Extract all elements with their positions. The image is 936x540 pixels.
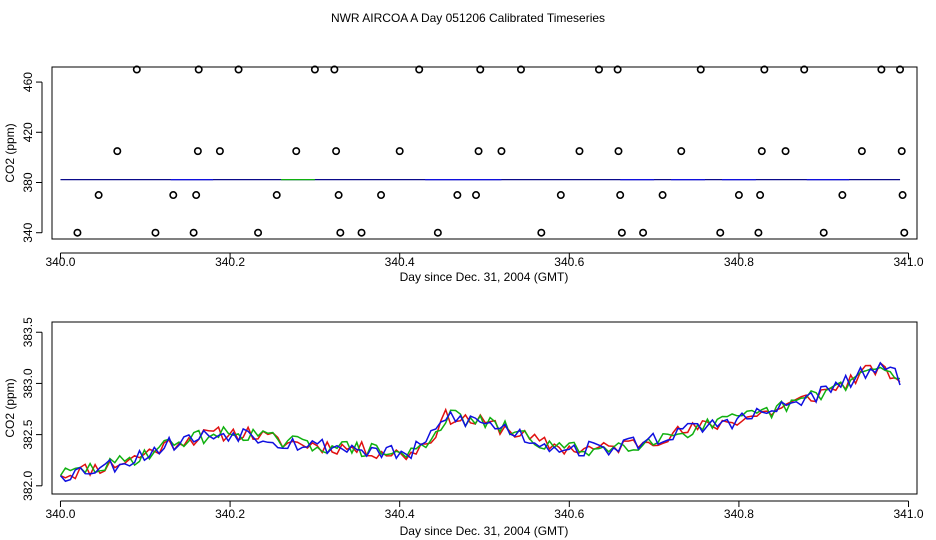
scatter-point xyxy=(614,147,623,156)
scatter-point xyxy=(132,65,141,74)
scatter-y-axis-label: CO2 (ppm) xyxy=(3,123,17,182)
scatter-x-tick-label: 340.2 xyxy=(215,255,245,269)
scatter-point xyxy=(897,147,906,156)
scatter-point xyxy=(900,228,909,237)
scatter-point xyxy=(474,147,483,156)
line-y-tick-label: 383.0 xyxy=(21,368,35,398)
scatter-point xyxy=(151,228,160,237)
line-x-axis-label: Day since Dec. 31, 2004 (GMT) xyxy=(400,524,569,538)
scatter-point xyxy=(395,147,404,156)
scatter-point xyxy=(734,191,743,200)
scatter-panel: 340.0 340.2 340.4 340.6 340.8 341.0 340 380 420… xyxy=(3,65,924,284)
scatter-point xyxy=(556,191,565,200)
scatter-point xyxy=(453,191,462,200)
scatter-x-tick-label: 340.8 xyxy=(724,255,754,269)
scatter-point xyxy=(754,228,763,237)
scatter-point xyxy=(639,228,648,237)
scatter-point xyxy=(332,147,341,156)
scatter-point xyxy=(292,147,301,156)
scatter-point xyxy=(516,65,525,74)
scatter-point xyxy=(377,191,386,200)
scatter-point xyxy=(334,191,343,200)
scatter-point xyxy=(254,228,263,237)
scatter-point xyxy=(472,191,481,200)
scatter-x-tick-label: 341.0 xyxy=(894,255,924,269)
line-plot-frame xyxy=(51,321,918,495)
line-x-tick-label: 340.8 xyxy=(724,507,754,521)
scatter-point xyxy=(330,65,339,74)
scatter-point xyxy=(73,228,82,237)
chart-title: NWR AIRCOA A Day 051206 Calibrated Times… xyxy=(331,11,605,25)
scatter-point xyxy=(696,65,705,74)
line-x-tick-label: 340.0 xyxy=(45,507,75,521)
scatter-point xyxy=(537,228,546,237)
scatter-x-tick-label: 340.4 xyxy=(385,255,415,269)
scatter-point xyxy=(193,147,202,156)
scatter-point xyxy=(497,147,506,156)
scatter-point xyxy=(194,65,203,74)
scatter-y-tick-label: 460 xyxy=(21,72,35,92)
scatter-point xyxy=(898,191,907,200)
scatter-point xyxy=(234,65,243,74)
scatter-point xyxy=(192,191,201,200)
scatter-point xyxy=(613,65,622,74)
scatter-point xyxy=(433,228,442,237)
scatter-point xyxy=(476,65,485,74)
scatter-point xyxy=(617,228,626,237)
scatter-point xyxy=(113,147,122,156)
scatter-point xyxy=(215,147,224,156)
scatter-y-tick-label: 340 xyxy=(21,222,35,242)
scatter-point xyxy=(877,65,886,74)
scatter-point xyxy=(819,228,828,237)
scatter-point xyxy=(760,65,769,74)
scatter-y-tick-label: 420 xyxy=(21,122,35,142)
line-y-axis-label: CO2 (ppm) xyxy=(3,378,17,437)
scatter-point xyxy=(189,228,198,237)
scatter-point xyxy=(716,228,725,237)
line-x-tick-label: 340.2 xyxy=(215,507,245,521)
scatter-point xyxy=(575,147,584,156)
line-y-tick-label: 382.5 xyxy=(21,419,35,449)
scatter-point xyxy=(781,147,790,156)
line-y-tick-label: 382.0 xyxy=(21,470,35,500)
scatter-point xyxy=(357,228,366,237)
scatter-point xyxy=(616,191,625,200)
scatter-point xyxy=(677,147,686,156)
scatter-y-tick-label: 380 xyxy=(21,172,35,192)
scatter-point xyxy=(800,65,809,74)
line-panel: 340.0 340.2 340.4 340.6 340.8 341.0 382.0 382.… xyxy=(3,317,924,538)
scatter-point xyxy=(857,147,866,156)
line-x-tick-label: 340.4 xyxy=(385,507,415,521)
scatter-x-tick-label: 340.0 xyxy=(45,255,75,269)
scatter-point xyxy=(896,65,905,74)
scatter-point xyxy=(756,191,765,200)
scatter-point xyxy=(94,191,103,200)
line-x-tick-label: 341.0 xyxy=(894,507,924,521)
scatter-plot-frame xyxy=(51,66,918,240)
scatter-point xyxy=(272,191,281,200)
line-y-tick-label: 383.5 xyxy=(21,317,35,347)
scatter-point xyxy=(169,191,178,200)
scatter-x-tick-label: 340.6 xyxy=(554,255,584,269)
scatter-point xyxy=(658,191,667,200)
scatter-point xyxy=(336,228,345,237)
scatter-point xyxy=(594,65,603,74)
scatter-point xyxy=(310,65,319,74)
series-line-blue xyxy=(59,361,901,483)
line-x-tick-label: 340.6 xyxy=(554,507,584,521)
scatter-x-axis-label: Day since Dec. 31, 2004 (GMT) xyxy=(400,270,569,284)
series-line-red xyxy=(60,361,901,480)
scatter-point xyxy=(757,147,766,156)
scatter-point xyxy=(838,191,847,200)
scatter-point xyxy=(415,65,424,74)
